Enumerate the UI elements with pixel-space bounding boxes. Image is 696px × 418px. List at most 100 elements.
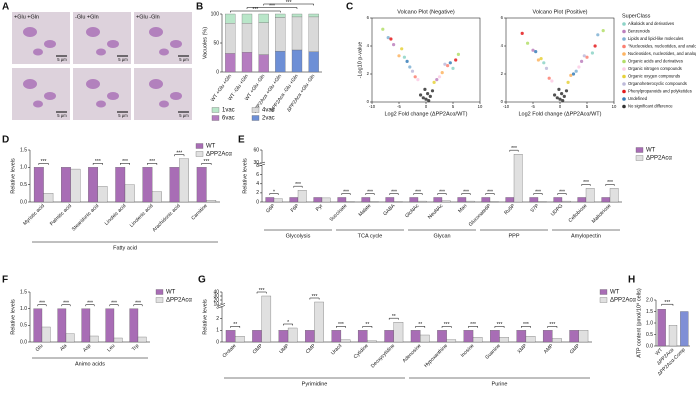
point xyxy=(389,37,393,41)
bar xyxy=(542,330,553,343)
bar xyxy=(357,330,368,343)
x-tick-label: CMP xyxy=(305,343,318,356)
significance-label: *** xyxy=(135,300,141,306)
cell xyxy=(33,100,43,108)
y-tick-label: 20 xyxy=(213,297,219,303)
point xyxy=(451,66,455,70)
significance-label: * xyxy=(273,189,275,195)
micrograph xyxy=(73,68,131,120)
bar xyxy=(287,327,298,343)
point xyxy=(397,54,401,58)
x-tick-label: Succinate xyxy=(329,203,349,223)
point xyxy=(555,96,559,100)
bar xyxy=(529,197,539,203)
significance-bracket xyxy=(581,184,591,186)
bar xyxy=(577,197,587,203)
legend-label: ΔPP2Acα xyxy=(610,298,636,304)
point xyxy=(560,92,564,96)
legend-label: Lipids and lipid-like molecules xyxy=(628,36,683,41)
significance-label: ** xyxy=(418,322,422,328)
bar xyxy=(235,336,245,343)
y-tick-label: 0.5 xyxy=(646,332,653,338)
legend-label: Organic oxygen compounds xyxy=(628,74,680,79)
significance-label: *** xyxy=(444,322,450,328)
x-tick-label: AMP xyxy=(543,343,555,355)
bar-segment xyxy=(308,13,319,18)
legend-marker xyxy=(622,74,626,79)
significance-label: *** xyxy=(259,288,265,294)
bar xyxy=(89,335,99,343)
x-tick-label: NeuNAc xyxy=(427,203,445,221)
significance-label: *** xyxy=(312,294,318,300)
significance-label: *** xyxy=(176,150,182,156)
y-tick-label: 1.0 xyxy=(20,306,27,312)
legend-marker xyxy=(622,29,626,34)
significance-label: *** xyxy=(470,322,476,328)
legend-swatch xyxy=(599,297,608,303)
bar xyxy=(337,197,347,203)
bar xyxy=(273,198,283,203)
bar xyxy=(305,330,315,343)
x-tick-label: Man xyxy=(457,203,468,214)
bar xyxy=(668,325,678,347)
point xyxy=(536,58,541,62)
significance-bracket xyxy=(85,304,95,307)
significance-bracket xyxy=(557,193,567,195)
bar-segment xyxy=(275,13,286,18)
y-tick-label: 0 xyxy=(256,199,259,205)
x-tick-label: Gluconate6P xyxy=(468,203,493,228)
y-tick-label: 0 xyxy=(501,99,504,104)
bar-segment xyxy=(308,51,319,73)
bar xyxy=(420,334,430,343)
significance-label: *** xyxy=(511,146,517,152)
bar xyxy=(441,200,451,203)
legend-label: "Nucleosides, nucleotides, and analogues… xyxy=(628,44,696,49)
bar-segment xyxy=(225,23,236,54)
bar-segment xyxy=(258,22,269,55)
y-tick-label: 0 xyxy=(216,69,219,75)
legend-label: Undefined xyxy=(628,96,648,101)
legend-label: ΔPP2Acα xyxy=(206,152,232,158)
x-tick-label: G6P xyxy=(265,203,277,215)
x-tick-label: -10 xyxy=(503,104,510,109)
bar xyxy=(124,184,135,203)
x-tick-label: 0 xyxy=(425,104,428,109)
significance-bracket xyxy=(494,326,505,328)
panel-label: F xyxy=(2,275,8,286)
bar-segment xyxy=(225,13,236,24)
significance-bracket xyxy=(230,10,281,13)
point xyxy=(446,64,450,68)
significance-bracket xyxy=(468,326,478,328)
significance-label: *** xyxy=(252,7,258,13)
point xyxy=(539,57,543,61)
y-tick-label: 50 xyxy=(213,40,219,46)
x-tick-label: UDPG xyxy=(550,203,565,218)
significance-label: *** xyxy=(204,159,210,165)
point xyxy=(410,69,415,73)
cell xyxy=(96,48,106,56)
scale-bar-label: 5 μm xyxy=(179,113,189,118)
y-axis-title: Relative levels xyxy=(202,299,208,335)
x-tick-label: -5 xyxy=(531,104,535,109)
bar-segment xyxy=(291,49,303,73)
point xyxy=(419,93,423,97)
significance-bracket xyxy=(246,7,298,9)
point xyxy=(562,94,566,98)
y-axis-title: Relative levels xyxy=(10,299,16,335)
x-tick-label: 0 xyxy=(559,104,562,109)
group-label: Purine xyxy=(492,381,508,387)
significance-bracket xyxy=(389,193,399,195)
bar xyxy=(105,308,115,343)
legend-swatch xyxy=(251,107,260,113)
panel-label: E xyxy=(238,135,245,146)
axis-break-mark xyxy=(258,163,266,167)
bar xyxy=(313,197,323,203)
point xyxy=(534,50,538,54)
bar xyxy=(385,197,395,203)
point xyxy=(456,52,460,57)
legend-label: Organoheterocyclic compounds xyxy=(628,81,687,86)
significance-bracket xyxy=(269,193,279,195)
bar xyxy=(433,197,443,203)
x-tick-label: GABA xyxy=(382,203,397,218)
